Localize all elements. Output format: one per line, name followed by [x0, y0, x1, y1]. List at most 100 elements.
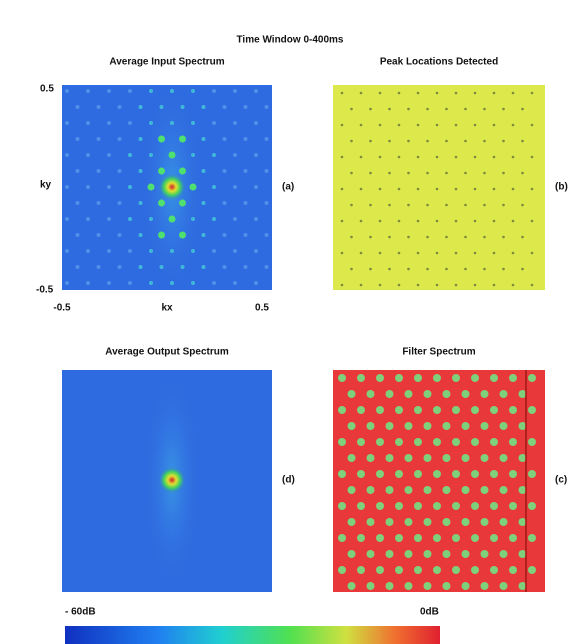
spectral-peak [212, 281, 216, 285]
peak-marker [483, 268, 486, 271]
filter-notch [462, 422, 470, 430]
spectral-peak [118, 169, 122, 173]
filter-notch [405, 518, 413, 526]
x-tick-label: 0.5 [255, 303, 269, 314]
peak-locations [333, 85, 545, 290]
peak-marker [436, 156, 439, 159]
peak-marker [341, 124, 344, 127]
central-peak [158, 173, 186, 201]
peak-marker [493, 124, 496, 127]
filter-notch [386, 486, 394, 494]
spectral-peak [179, 168, 186, 175]
filter-notch [452, 534, 460, 542]
spectral-peak [254, 217, 258, 221]
spectral-peak [65, 121, 69, 125]
filter-notch [414, 566, 422, 574]
filter-notch [471, 406, 479, 414]
peak-marker [531, 124, 534, 127]
spectral-peak [128, 153, 132, 157]
filter-notch [500, 486, 508, 494]
peak-marker [369, 140, 372, 143]
spectral-peak [212, 249, 216, 253]
peak-marker [512, 156, 515, 159]
spectral-peak [265, 137, 269, 141]
panel-tag: (a) [282, 182, 294, 193]
filter-notch [395, 406, 403, 414]
filter-notch [414, 470, 422, 478]
filter-notch [386, 390, 394, 398]
filter-notch [348, 582, 356, 590]
peak-marker [417, 92, 420, 95]
peak-marker [426, 172, 429, 175]
filter-notch [443, 390, 451, 398]
filter-notch [367, 486, 375, 494]
spectral-peak [223, 137, 227, 141]
filter-notch [452, 566, 460, 574]
panel-title: Filter Spectrum [402, 347, 475, 358]
colorbar [65, 626, 440, 644]
filter-notch [376, 502, 384, 510]
output-spectrum [62, 370, 272, 592]
spectral-peak [139, 201, 143, 205]
spectral-peak [118, 105, 122, 109]
peak-marker [369, 204, 372, 207]
spectral-peak [139, 137, 143, 141]
colorbar-min-label: - 60dB [65, 607, 96, 618]
peak-marker [398, 252, 401, 255]
panel-tag: (c) [555, 475, 567, 486]
filter-notch [443, 550, 451, 558]
filter-notch [471, 502, 479, 510]
peak-marker [426, 108, 429, 111]
spectral-peak [149, 217, 153, 221]
panel-background [333, 370, 545, 592]
filter-spectrum [333, 370, 545, 592]
spectral-peak [76, 169, 80, 173]
peak-marker [417, 220, 420, 223]
filter-notch [367, 422, 375, 430]
filter-notch [357, 438, 365, 446]
spectral-peak [86, 153, 90, 157]
peak-marker [502, 204, 505, 207]
spectral-peak [202, 105, 206, 109]
spectral-peak [223, 233, 227, 237]
filter-notch [357, 502, 365, 510]
spectral-peak [149, 89, 153, 93]
filter-notch [424, 454, 432, 462]
spectral-peak [86, 89, 90, 93]
peak-marker [455, 284, 458, 287]
filter-notch [414, 374, 422, 382]
peak-marker [407, 236, 410, 239]
peak-marker [350, 268, 353, 271]
peak-marker [474, 188, 477, 191]
peak-marker [360, 156, 363, 159]
peak-marker [407, 172, 410, 175]
filter-notch [433, 438, 441, 446]
spectral-peak [158, 136, 165, 143]
filter-notch [376, 534, 384, 542]
peak-marker [350, 108, 353, 111]
peak-marker [445, 108, 448, 111]
spectral-peak [181, 105, 185, 109]
spectral-peak [265, 169, 269, 173]
filter-notch [443, 518, 451, 526]
peak-marker [426, 204, 429, 207]
peak-marker [398, 92, 401, 95]
peak-marker [341, 156, 344, 159]
filter-notch [376, 374, 384, 382]
filter-notch [414, 406, 422, 414]
filter-notch [357, 470, 365, 478]
peak-marker [379, 156, 382, 159]
peak-marker [407, 140, 410, 143]
peak-marker [483, 204, 486, 207]
peak-marker [464, 268, 467, 271]
filter-notch [509, 374, 517, 382]
peak-marker [407, 204, 410, 207]
spectral-peak [139, 265, 143, 269]
spectral-peak [265, 233, 269, 237]
peak-marker [360, 284, 363, 287]
spectral-peak [107, 153, 111, 157]
peak-marker [388, 172, 391, 175]
peak-marker [417, 252, 420, 255]
filter-notch [462, 550, 470, 558]
peak-marker [379, 124, 382, 127]
